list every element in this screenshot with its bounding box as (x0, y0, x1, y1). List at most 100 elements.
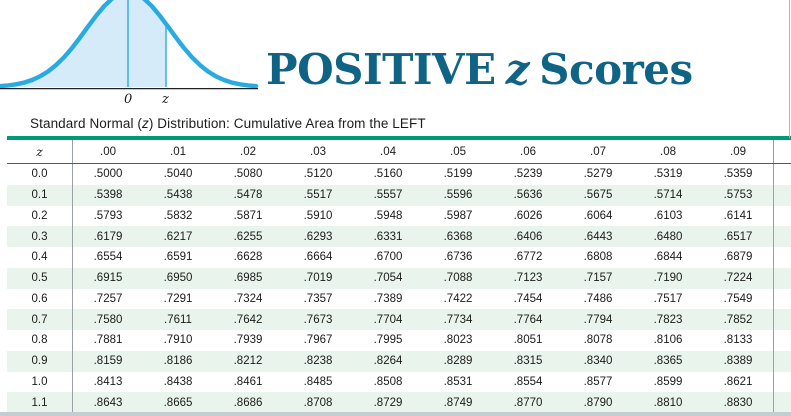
col-header: .00 (72, 140, 143, 164)
col-header: .02 (213, 140, 283, 164)
curve-z-label: z (161, 92, 169, 107)
value-cell: .8389 (723, 355, 753, 368)
value-cell: .5675 (583, 189, 613, 202)
filler-column (773, 140, 791, 164)
col-header: .04 (353, 140, 423, 164)
value-cell: .6808 (583, 251, 613, 264)
value-cell: .6255 (233, 230, 263, 243)
value-cell: .6554 (93, 251, 123, 264)
col-header: .08 (633, 140, 703, 164)
value-cell: .8749 (443, 396, 473, 409)
value-cell: .7291 (163, 292, 193, 305)
caption-pre: Standard Normal ( (30, 116, 142, 131)
value-cell: .8531 (443, 375, 473, 388)
z-cell: 1.0 (7, 371, 73, 393)
value-cell: .6368 (443, 230, 473, 243)
value-cell: .6985 (233, 272, 263, 285)
value-cell: .8729 (373, 396, 403, 409)
value-cell: .5910 (303, 209, 333, 222)
filler-cell (773, 350, 791, 372)
filler-cell (773, 371, 791, 393)
value-cell: .5478 (233, 189, 263, 202)
value-cell: .6293 (303, 230, 333, 243)
curve-shaded-area (0, 0, 166, 87)
value-cell: .7054 (373, 272, 403, 285)
bottom-cutoff-strip (0, 412, 791, 416)
z-cell: 1.1 (7, 392, 73, 413)
value-cell: .5080 (233, 168, 263, 181)
value-cell: .8340 (583, 355, 613, 368)
z-cell: 0.7 (7, 309, 73, 330)
value-cell: .7967 (303, 334, 333, 347)
value-cell: .6772 (513, 251, 543, 264)
value-cell: .6064 (583, 209, 613, 222)
value-cell: .7486 (583, 292, 613, 305)
table-row: 0.0 .5000 .5040 .5080 .5120 .5160 .5199 .5239 .5… (7, 163, 791, 185)
table-row: 0.8 .7881 .7910 .7939 .7967 .7995 .8023 .8051 .8… (7, 330, 791, 351)
filler-cell (773, 267, 791, 289)
col-header-z: z (7, 140, 73, 164)
value-cell: .8238 (303, 355, 333, 368)
value-cell: .7123 (513, 272, 543, 285)
header-row: z .00.01.02.03.04.05.06.07.08.09 (7, 140, 791, 164)
value-cell: .8708 (303, 396, 333, 409)
table-row: 1.1 .8643 .8665 .8686 .8708 .8729 .8749 .8770 .8… (7, 392, 791, 413)
value-cell: .7190 (653, 272, 683, 285)
z-score-table: z .00.01.02.03.04.05.06.07.08.09 0.0 .5000… (7, 140, 791, 413)
value-cell: .5120 (303, 168, 333, 181)
col-header: .07 (563, 140, 633, 164)
normal-curve-figure: 0 z (0, 0, 259, 107)
table-row: 0.1 .5398 .5438 .5478 .5517 .5557 .5596 .5636 .5… (7, 184, 791, 206)
value-cell: .5596 (443, 189, 473, 202)
col-header: .05 (423, 140, 493, 164)
value-cell: .7389 (373, 292, 403, 305)
value-cell: .7324 (233, 292, 263, 305)
value-cell: .8078 (583, 334, 613, 347)
value-cell: .6700 (373, 251, 403, 264)
value-cell: .5636 (513, 189, 543, 202)
value-cell: .8315 (513, 355, 543, 368)
value-cell: .8106 (653, 334, 683, 347)
value-cell: .8461 (233, 375, 263, 388)
value-cell: .7939 (233, 334, 263, 347)
value-cell: .7852 (723, 313, 753, 326)
z-cell: 0.4 (7, 247, 73, 268)
filler-cell (773, 184, 791, 206)
value-cell: .8686 (233, 396, 263, 409)
value-cell: .5948 (373, 209, 403, 222)
value-cell: .5000 (93, 168, 123, 181)
value-cell: .7823 (653, 313, 683, 326)
value-cell: .8508 (373, 375, 403, 388)
z-cell: 0.9 (7, 350, 73, 372)
value-cell: .5160 (373, 168, 403, 181)
value-cell: .8830 (723, 396, 753, 409)
value-cell: .8186 (163, 355, 193, 368)
value-cell: .6517 (723, 230, 753, 243)
value-cell: .6736 (443, 251, 473, 264)
caption-post: ) Distribution: Cumulative Area from the… (148, 116, 426, 131)
z-cell: 0.5 (7, 267, 73, 289)
title-z: z (505, 45, 530, 95)
value-cell: .5239 (513, 168, 543, 181)
value-cell: .8599 (653, 375, 683, 388)
value-cell: .8159 (93, 355, 123, 368)
value-cell: .8289 (443, 355, 473, 368)
value-cell: .7580 (93, 313, 123, 326)
value-cell: .5793 (93, 209, 123, 222)
value-cell: .6628 (233, 251, 263, 264)
value-cell: .7454 (513, 292, 543, 305)
value-cell: .6331 (373, 230, 403, 243)
value-cell: .8485 (303, 375, 333, 388)
value-cell: .7611 (164, 313, 192, 326)
value-cell: .5040 (163, 168, 193, 181)
value-cell: .7422 (443, 292, 473, 305)
value-cell: .6179 (93, 230, 123, 243)
value-cell: .6103 (653, 209, 683, 222)
value-cell: .5279 (583, 168, 613, 181)
value-cell: .7881 (93, 334, 123, 347)
value-cell: .7704 (373, 313, 403, 326)
value-cell: .8023 (443, 334, 473, 347)
table-row: 1.0 .8413 .8438 .8461 .8485 .8508 .8531 .8554 .8… (7, 371, 791, 393)
value-cell: .8577 (583, 375, 613, 388)
value-cell: .7357 (303, 292, 333, 305)
